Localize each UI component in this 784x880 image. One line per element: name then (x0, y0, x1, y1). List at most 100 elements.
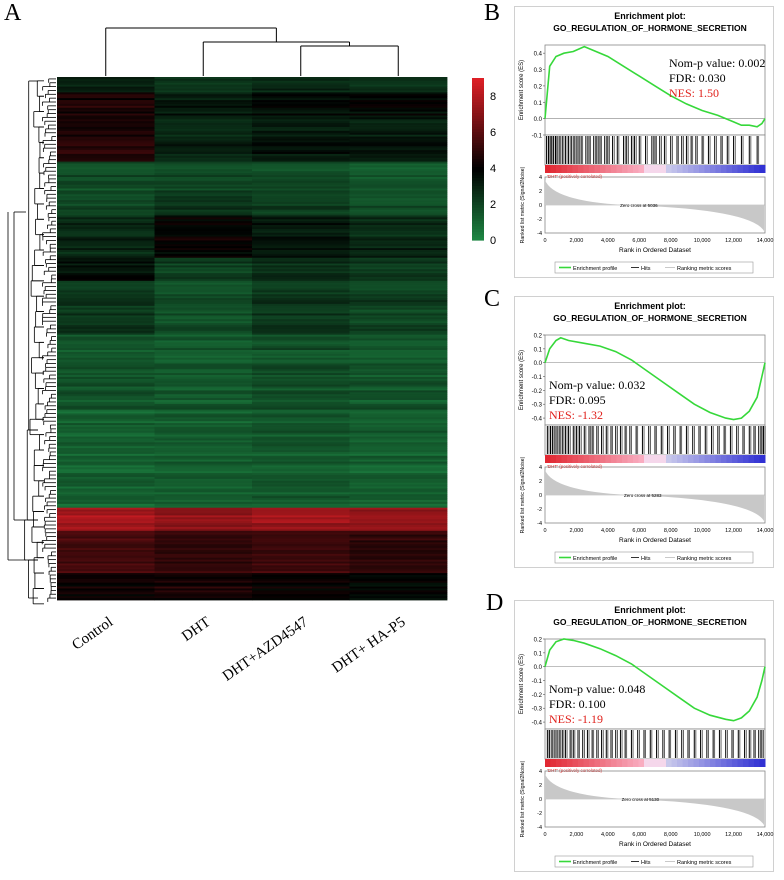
panel-label-b: B (484, 0, 501, 26)
rank-color-segment (572, 455, 579, 463)
heatmap-cell (349, 240, 448, 243)
colorbar-tick-label: 2 (490, 199, 496, 211)
heatmap-cell (154, 228, 253, 232)
heatmap-cell (252, 150, 350, 153)
heatmap-cell (349, 338, 448, 341)
heatmap-cell (349, 255, 448, 259)
heatmap-cell (154, 88, 253, 91)
heatmap-cell (154, 494, 253, 497)
heatmap-cell (349, 115, 448, 118)
heatmap-cell (57, 78, 155, 82)
heatmap-cell (349, 148, 448, 151)
ranking-metric-positive (545, 180, 625, 205)
heatmap-cell (57, 176, 155, 180)
heatmap-cell (252, 500, 350, 503)
heatmap-cell (252, 107, 350, 111)
heatmap-cell (252, 117, 350, 120)
heatmap-cell (252, 223, 350, 226)
heatmap-cell (154, 501, 253, 505)
heatmap-cell (252, 432, 350, 436)
heatmap-cell (57, 561, 155, 564)
heatmap-cell (252, 213, 350, 216)
heatmap-cell (57, 100, 155, 103)
heatmap-cell (57, 557, 155, 561)
heatmap-cell (252, 359, 350, 362)
heatmap-cell (57, 594, 155, 597)
heatmap-cell (349, 351, 448, 355)
heatmap-cell (349, 321, 448, 324)
heatmap-cell (252, 125, 350, 128)
heatmap-cell (154, 90, 253, 93)
heatmap-cell (154, 403, 253, 407)
rank-color-segment (594, 165, 601, 173)
heatmap-cell (57, 509, 155, 512)
heatmap-cell (349, 542, 448, 545)
heatmap-cell (154, 465, 253, 468)
heatmap-cell (349, 442, 448, 445)
heatmap-cell (349, 530, 448, 534)
heatmap-cell (154, 309, 253, 312)
rank-color-segment (671, 455, 678, 463)
heatmap-cell (252, 255, 350, 259)
heatmap-cell (57, 134, 155, 138)
heatmap-cell (154, 596, 253, 599)
heatmap-cell (154, 169, 253, 172)
heatmap-cell (154, 526, 253, 530)
heatmap-cell (349, 323, 448, 326)
heatmap-cell (252, 115, 350, 118)
heatmap-cell (57, 528, 155, 532)
heatmap-cell (252, 236, 350, 239)
rank-color-segment (545, 455, 551, 463)
heatmap-cell (57, 511, 155, 514)
heatmap-cell (154, 261, 253, 264)
heatmap-cell (154, 557, 253, 561)
heatmap-cell (57, 226, 155, 230)
heatmap-cell (252, 119, 350, 122)
ranking-metric-negative (628, 495, 764, 521)
heatmap-cell (349, 86, 448, 89)
plot-subtitle: GO_REGULATION_OF_HORMONE_SECRETION (553, 313, 746, 323)
heatmap-cell (349, 340, 448, 343)
heatmap-cell (252, 407, 350, 411)
legend-ranking-metric: Ranking metric scores (677, 266, 732, 272)
legend-box (554, 551, 754, 564)
heatmap-cell (57, 215, 155, 218)
heatmap-cell (252, 203, 350, 207)
heatmap-cell (154, 259, 253, 262)
heatmap-cell (57, 582, 155, 586)
heatmap-cell (154, 451, 253, 455)
heatmap-cell (349, 525, 448, 528)
heatmap-cell (154, 144, 253, 147)
rank-color-segment (633, 455, 639, 463)
heatmap-cell (154, 194, 253, 197)
rank-color-segment (726, 455, 733, 463)
rank-color-segment (556, 759, 562, 767)
heatmap-cell (252, 300, 350, 303)
heatmap-cell (252, 261, 350, 264)
heatmap-cell (252, 371, 350, 374)
heatmap-cell (349, 498, 448, 501)
heatmap-cell (154, 269, 253, 272)
ranking-metric-negative (625, 799, 764, 825)
heatmap-cell (57, 225, 155, 228)
heatmap-cell (349, 234, 448, 237)
heatmap-cell (349, 315, 448, 318)
heatmap-cell (349, 196, 448, 199)
heatmap-cell (57, 146, 155, 149)
heatmap-cell (154, 473, 253, 476)
heatmap-cell (349, 215, 448, 218)
heatmap-cell (252, 92, 350, 95)
zero-cross-label: Zero cross at 5283 (624, 493, 662, 498)
heatmap-cell (252, 401, 350, 405)
heatmap-cell (154, 550, 253, 553)
rank-color-segment (649, 759, 656, 767)
rank-color-segment (616, 455, 623, 463)
heatmap-cell (349, 198, 448, 201)
heatmap-cell (349, 165, 448, 168)
es-y-tick-label: -0.1 (532, 375, 543, 381)
heatmap-cell (57, 538, 155, 541)
row-dendrogram (7, 78, 56, 605)
heatmap-cell (252, 130, 350, 134)
metric-y-tick-label: -2 (537, 217, 542, 223)
heatmap-cell (349, 230, 448, 234)
